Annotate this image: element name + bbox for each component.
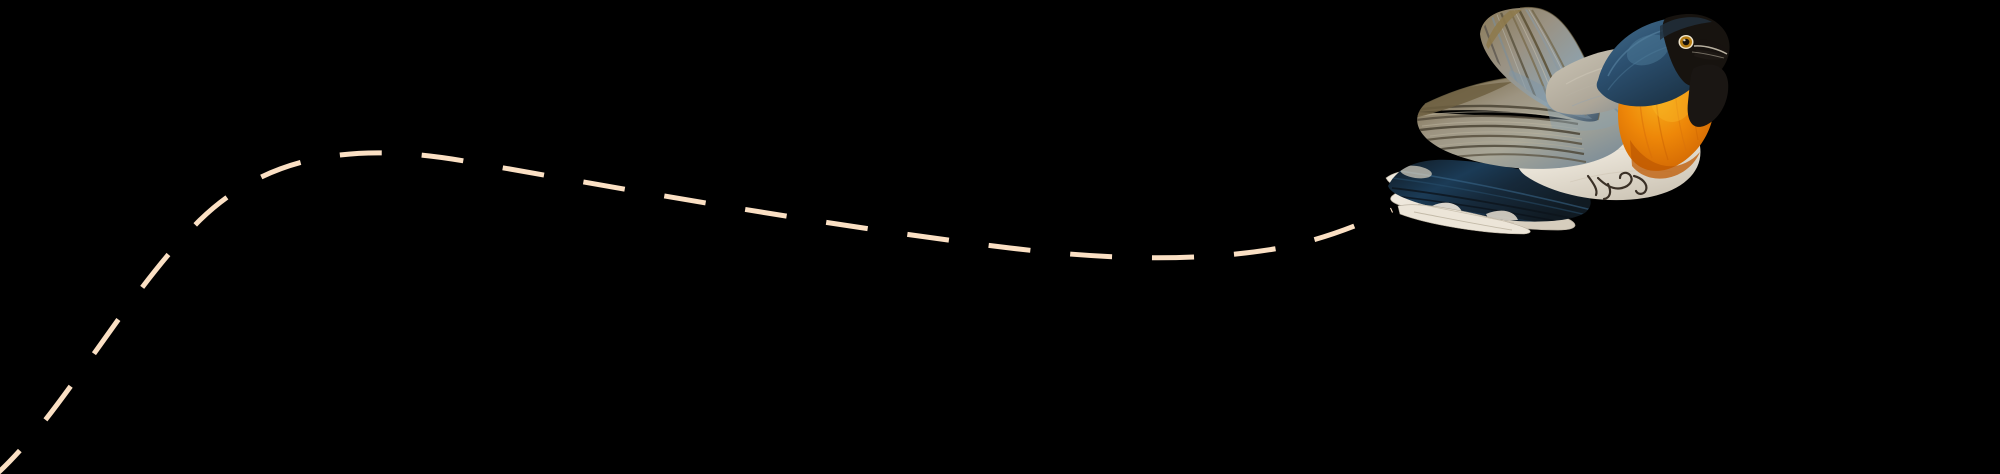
- chin-black: [1687, 64, 1729, 127]
- tail-white-fan: [1397, 204, 1531, 235]
- beak-highlight: [1693, 45, 1728, 55]
- flight-path-line: [0, 150, 1394, 474]
- beak-upper: [1696, 39, 1729, 54]
- feet: [1586, 171, 1648, 201]
- bird-group: [1385, 6, 1730, 235]
- eye: [1678, 35, 1694, 49]
- head: [1596, 14, 1730, 127]
- beak: [1691, 39, 1729, 60]
